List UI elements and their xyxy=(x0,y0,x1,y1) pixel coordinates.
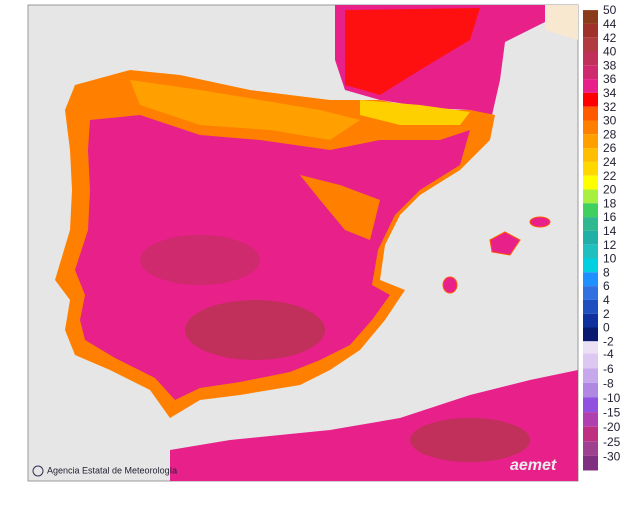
legend-swatch xyxy=(583,134,598,149)
legend-swatch xyxy=(583,272,598,287)
legend: 5044424038363432302826242220181614121086… xyxy=(583,3,621,471)
legend-swatch xyxy=(583,203,598,218)
legend-swatch xyxy=(583,175,598,190)
atlas-hot xyxy=(410,418,530,462)
legend-label: 10 xyxy=(603,252,617,266)
legend-swatch xyxy=(583,426,598,442)
legend-label: 16 xyxy=(603,210,617,224)
legend-swatch xyxy=(583,353,598,369)
legend-swatch xyxy=(583,286,598,300)
france-warm xyxy=(345,8,480,95)
menorca xyxy=(529,216,551,228)
legend-label: 40 xyxy=(603,45,617,59)
legend-label: 4 xyxy=(603,293,610,307)
legend-swatch xyxy=(583,299,598,314)
copyright-icon xyxy=(32,465,44,477)
legend-label: 36 xyxy=(603,72,617,86)
legend-swatch xyxy=(583,455,598,471)
legend-swatch xyxy=(583,148,598,162)
legend-label: -20 xyxy=(603,420,621,434)
legend-swatch xyxy=(583,397,598,413)
legend-swatch xyxy=(583,368,598,383)
ibiza xyxy=(442,276,458,294)
legend-label: 8 xyxy=(603,265,610,279)
legend-label: 32 xyxy=(603,100,617,114)
iberia-interior xyxy=(75,115,470,400)
legend-label: -30 xyxy=(603,449,621,463)
legend-label: 24 xyxy=(603,155,617,169)
iberian-system xyxy=(300,175,380,240)
legend-swatch xyxy=(583,51,598,66)
legend-label: 2 xyxy=(603,307,610,321)
legend-swatch xyxy=(583,92,598,107)
legend-swatch xyxy=(583,382,598,398)
legend-swatch xyxy=(583,258,598,273)
legend-label: 18 xyxy=(603,196,617,210)
legend-swatch xyxy=(583,327,598,342)
legend-swatch xyxy=(583,120,598,135)
pyrenees xyxy=(360,100,470,125)
legend-label: 12 xyxy=(603,238,617,252)
italy xyxy=(545,5,578,40)
legend-label: 22 xyxy=(603,169,617,183)
cantabrian-mountains xyxy=(130,80,360,140)
legend-swatch xyxy=(583,37,598,52)
mallorca xyxy=(489,231,521,256)
legend-label: -6 xyxy=(603,362,614,376)
legend-swatch xyxy=(583,217,598,231)
legend-swatch xyxy=(583,244,598,259)
legend-label: 6 xyxy=(603,279,610,293)
legend-swatch xyxy=(583,79,598,93)
legend-label: -4 xyxy=(603,347,614,361)
legend-swatch xyxy=(583,313,598,328)
legend-label: 28 xyxy=(603,127,617,141)
legend-swatch xyxy=(583,10,598,24)
legend-label: 38 xyxy=(603,58,617,72)
legend-label: 20 xyxy=(603,183,617,197)
legend-label: 14 xyxy=(603,224,617,238)
guadiana-hot xyxy=(140,235,260,285)
legend-label: 44 xyxy=(603,17,617,31)
legend-swatch xyxy=(583,189,598,204)
legend-label: 42 xyxy=(603,31,617,45)
legend-label: -25 xyxy=(603,435,621,449)
legend-swatch xyxy=(583,441,598,456)
legend-swatch xyxy=(583,106,598,121)
guadalquivir-hot xyxy=(185,300,325,360)
legend-label: 34 xyxy=(603,86,617,100)
legend-swatch xyxy=(583,23,598,38)
legend-swatch xyxy=(583,161,598,176)
legend-label: 30 xyxy=(603,114,617,128)
legend-label: -10 xyxy=(603,391,621,405)
legend-label: -15 xyxy=(603,406,621,420)
legend-swatch xyxy=(583,65,598,80)
legend-swatch xyxy=(583,341,598,356)
legend-label: -2 xyxy=(603,334,614,348)
legend-label: -8 xyxy=(603,376,614,390)
logo: aemet xyxy=(510,457,557,474)
legend-swatch xyxy=(583,412,598,427)
credit: Agencia Estatal de Meteorología xyxy=(47,465,177,475)
legend-label: 0 xyxy=(603,321,610,335)
legend-label: 26 xyxy=(603,141,617,155)
legend-swatch xyxy=(583,230,598,245)
legend-label: 50 xyxy=(603,3,617,17)
